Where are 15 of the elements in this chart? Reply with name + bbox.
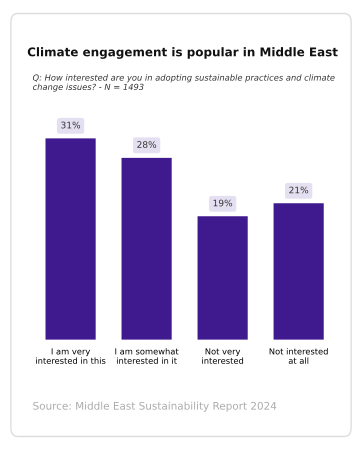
- bar: [274, 203, 324, 340]
- chart-subtitle: Q: How interested are you in adopting sustainable practices and climate change issues? - N = 1493: [32, 74, 335, 92]
- data-label: 19%: [214, 200, 232, 206]
- x-tick-label: I am somewhat interested in it: [115, 348, 178, 364]
- chart-title: Climate engagement is popular in Middle East: [28, 47, 338, 59]
- data-label: 28%: [137, 141, 156, 148]
- bar: [122, 158, 172, 340]
- data-label: 21%: [289, 186, 308, 194]
- bar: [198, 216, 248, 340]
- x-tick-label: I am very interested in this: [36, 348, 106, 364]
- data-label: 31%: [61, 122, 80, 128]
- source-note: Source: Middle East Sustainability Report 2024: [33, 402, 276, 412]
- bar: [46, 138, 96, 340]
- x-tick-label: Not very interested: [202, 348, 244, 364]
- x-tick-label: Not interested at all: [270, 348, 328, 364]
